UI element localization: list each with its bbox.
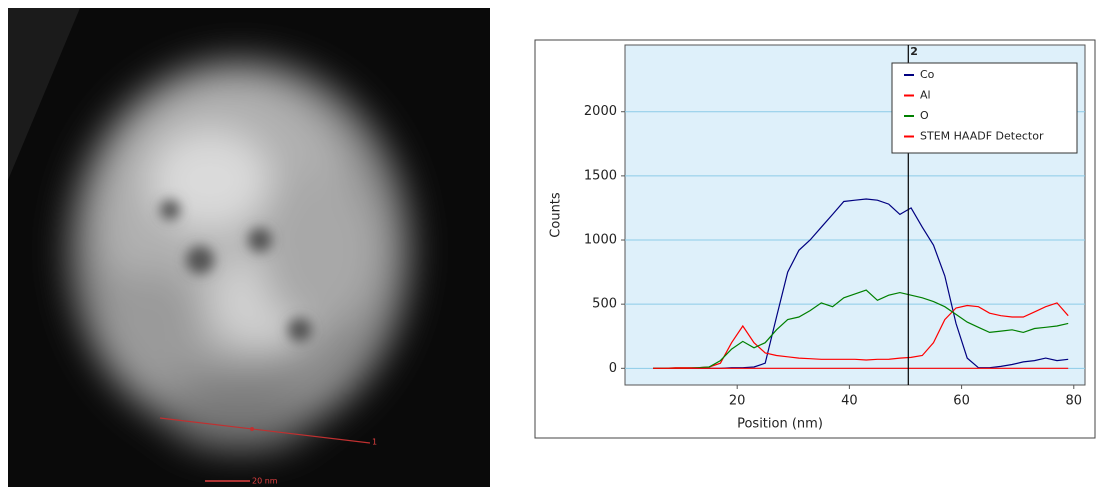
- scale-label: 20 nm: [252, 477, 278, 486]
- y-tick-label: 0: [609, 361, 617, 376]
- x-axis-label: Position (nm): [737, 417, 823, 432]
- series-line: [653, 302, 1069, 369]
- marker-label: 1: [372, 438, 377, 447]
- y-axis-label: Counts: [549, 192, 564, 238]
- legend-box: [891, 62, 1078, 154]
- legend-label: O: [920, 109, 929, 122]
- stem-image: 1 20 nm: [8, 8, 490, 487]
- legend-label: Al: [920, 89, 931, 102]
- x-tick-label: 20: [729, 394, 746, 409]
- y-tick-label: 1500: [584, 168, 617, 183]
- x-tick-label: 60: [953, 394, 970, 409]
- x-tick-label: 80: [1066, 394, 1083, 409]
- legend-label: Co: [920, 68, 935, 81]
- legend-label: STEM HAADF Detector: [920, 130, 1044, 143]
- y-tick-label: 500: [592, 297, 617, 312]
- x-tick-label: 40: [841, 394, 858, 409]
- cursor-label: 2: [910, 45, 918, 58]
- y-tick-label: 1000: [584, 233, 617, 248]
- series-line: [653, 289, 1069, 369]
- y-tick-label: 2000: [584, 104, 617, 119]
